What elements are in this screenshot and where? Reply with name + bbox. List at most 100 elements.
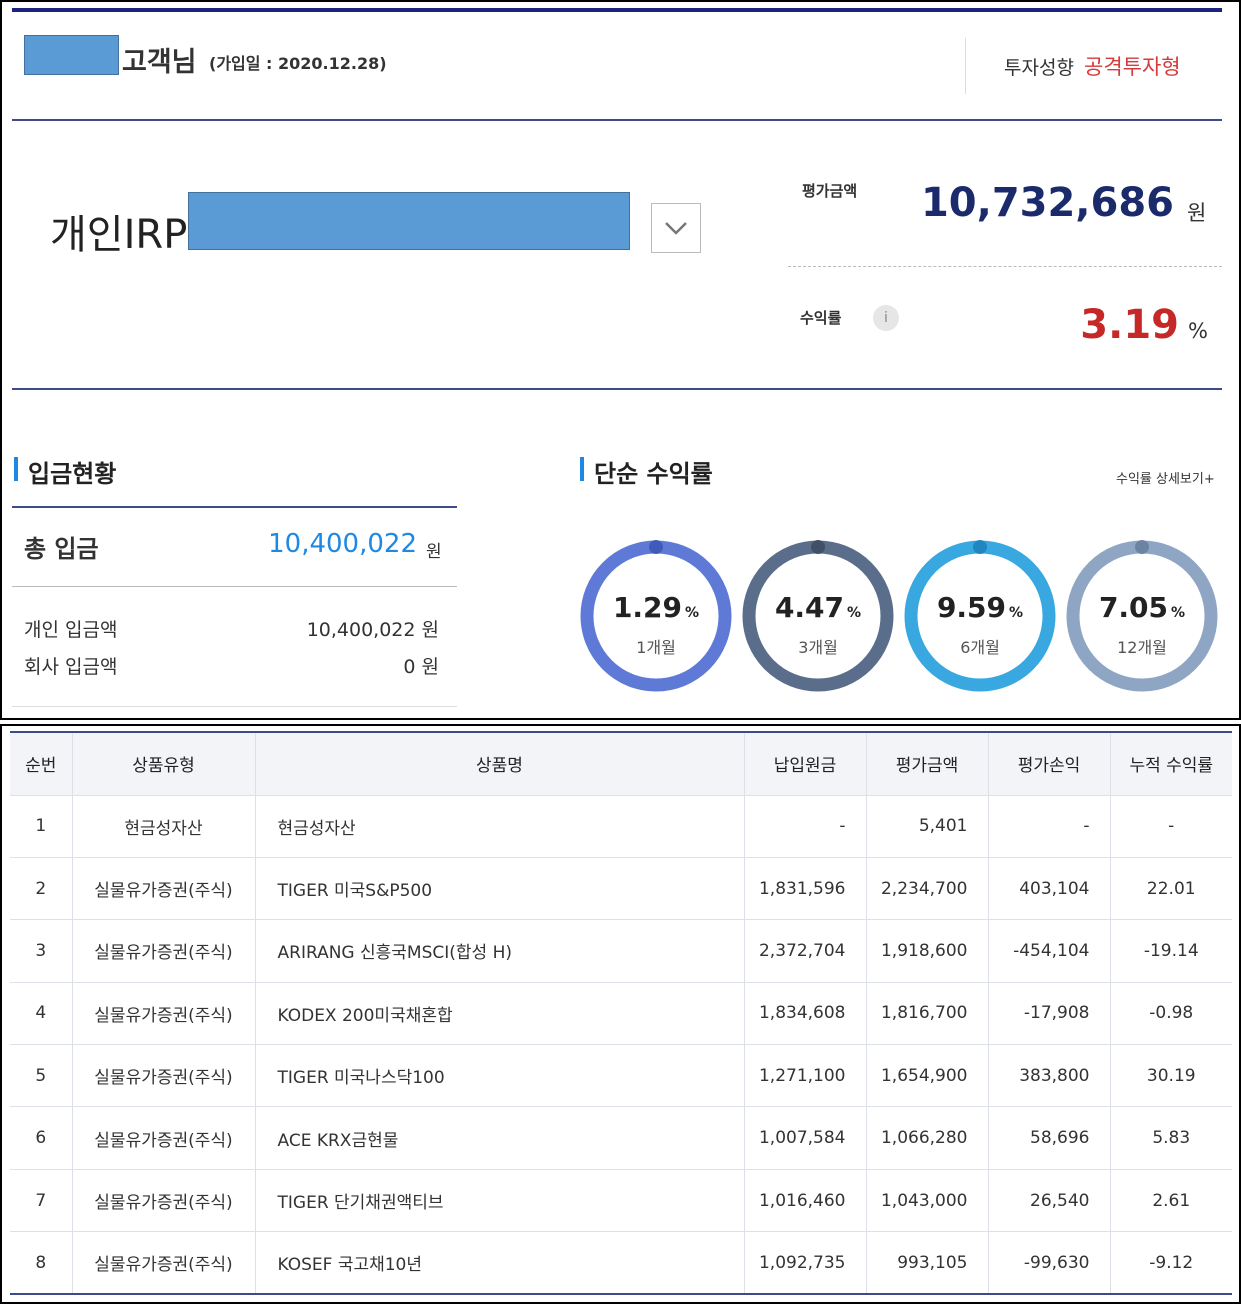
cell-pnl: -	[988, 795, 1111, 858]
cell-type: 실물유가증권(주식)	[72, 857, 256, 921]
ring-chart	[580, 540, 732, 692]
info-icon[interactable]: i	[873, 305, 899, 331]
cell-name: 현금성자산	[255, 795, 745, 858]
cell-type: 실물유가증권(주식)	[72, 1169, 256, 1233]
personal-deposit-label: 개인 입금액	[24, 619, 118, 641]
cell-name: TIGER 미국S&P500	[255, 857, 745, 921]
customer-name-redacted	[24, 35, 119, 75]
return-detail-link[interactable]: 수익률 상세보기+	[1116, 472, 1215, 487]
col-header-cum-return: 누적 수익률	[1110, 733, 1232, 796]
cell-cum-return: -19.14	[1110, 919, 1232, 983]
cell-no: 8	[10, 1231, 73, 1295]
cell-cum-return: -9.12	[1110, 1231, 1232, 1295]
header-divider	[965, 38, 966, 94]
table-header-row: 순번 상품유형 상품명 납입원금 평가금액 평가손익 누적 수익률	[10, 733, 1232, 796]
table-row: 4 실물유가증권(주식) KODEX 200미국채혼합 1,834,608 1,…	[10, 982, 1232, 1046]
section-divider-line	[12, 388, 1222, 390]
return-rate-value: 3.19	[1080, 302, 1179, 348]
cell-no: 7	[10, 1169, 73, 1233]
deposit-status-title: 입금현황	[14, 454, 116, 489]
table-row: 1 현금성자산 현금성자산 - 5,401 - -	[10, 795, 1232, 858]
eval-amount-label: 평가금액	[802, 182, 858, 200]
cell-principal: 1,016,460	[744, 1169, 867, 1233]
cell-name: KODEX 200미국채혼합	[255, 982, 745, 1046]
chevron-down-icon	[665, 222, 687, 235]
customer-suffix: 고객님	[122, 47, 197, 78]
cell-type: 실물유가증권(주식)	[72, 1106, 256, 1170]
ring-value-text: 7.05%	[1065, 591, 1219, 624]
cell-name: ACE KRX금현물	[255, 1106, 745, 1170]
top-accent-bar	[12, 8, 1222, 12]
cell-pnl: -17,908	[988, 982, 1111, 1046]
eval-amount-value: 10,732,686	[920, 180, 1174, 226]
cell-principal: -	[744, 795, 867, 858]
cell-pnl: 26,540	[988, 1169, 1111, 1233]
ring-value: 7.05	[1098, 591, 1169, 624]
return-ring-3m: 4.47% 3개월	[741, 539, 895, 693]
col-header-name: 상품명	[255, 733, 745, 796]
account-number-redacted	[188, 192, 630, 250]
cell-no: 6	[10, 1106, 73, 1170]
company-deposit-label: 회사 입금액	[24, 656, 118, 678]
cell-no: 4	[10, 982, 73, 1046]
ring-value-text: 1.29%	[579, 591, 733, 624]
ring-marker	[649, 540, 663, 554]
table-top-line	[10, 731, 1232, 733]
cell-type: 실물유가증권(주식)	[72, 919, 256, 983]
table-row: 7 실물유가증권(주식) TIGER 단기채권액티브 1,016,460 1,0…	[10, 1169, 1232, 1233]
cell-type: 현금성자산	[72, 795, 256, 858]
summary-divider	[788, 266, 1222, 267]
total-deposit-unit: 원	[426, 542, 442, 562]
cell-no: 5	[10, 1044, 73, 1108]
personal-deposit-value: 10,400,022 원	[306, 619, 439, 641]
return-ring-1m: 1.29% 1개월	[579, 539, 733, 693]
cell-pnl: -454,104	[988, 919, 1111, 983]
ring-unit: %	[1009, 605, 1024, 621]
ring-period: 12개월	[1117, 638, 1167, 657]
table-row: 5 실물유가증권(주식) TIGER 미국나스닥100 1,271,100 1,…	[10, 1044, 1232, 1108]
ring-period: 1개월	[636, 638, 676, 657]
holdings-panel: 순번 상품유형 상품명 납입원금 평가금액 평가손익 누적 수익률 1 현금성자…	[0, 724, 1241, 1304]
ring-chart	[1066, 540, 1218, 692]
return-rate-unit: %	[1188, 319, 1208, 343]
col-header-principal: 납입원금	[744, 733, 867, 796]
col-header-eval: 평가금액	[866, 733, 989, 796]
cell-name: KOSEF 국고채10년	[255, 1231, 745, 1295]
cell-principal: 1,831,596	[744, 857, 867, 921]
ring-marker	[811, 540, 825, 554]
cell-no: 1	[10, 795, 73, 858]
cell-name: ARIRANG 신흥국MSCI(합성 H)	[255, 919, 745, 983]
col-header-pnl: 평가손익	[988, 733, 1111, 796]
account-summary-panel: 고객님 (가입일 : 2020.12.28) 투자성향 공격투자형 개인IRP …	[0, 0, 1241, 720]
deposit-bottom-line	[12, 706, 457, 707]
return-ring-12m: 7.05% 12개월	[1065, 539, 1219, 693]
holdings-table: 순번 상품유형 상품명 납입원금 평가금액 평가손익 누적 수익률 1 현금성자…	[10, 733, 1232, 1295]
cell-eval: 1,918,600	[866, 919, 989, 983]
cell-eval: 2,234,700	[866, 857, 989, 921]
ring-value: 1.29	[612, 591, 683, 624]
cell-type: 실물유가증권(주식)	[72, 982, 256, 1046]
account-select-dropdown[interactable]	[651, 203, 701, 253]
cell-no: 2	[10, 857, 73, 921]
return-ring-6m: 9.59% 6개월	[903, 539, 1057, 693]
ring-value-text: 9.59%	[903, 591, 1057, 624]
deposit-top-line	[12, 506, 457, 508]
cell-type: 실물유가증권(주식)	[72, 1231, 256, 1295]
ring-unit: %	[847, 605, 862, 621]
join-date: (가입일 : 2020.12.28)	[209, 54, 387, 73]
table-bottom-line	[10, 1293, 1232, 1295]
account-type-title: 개인IRP	[50, 212, 188, 258]
ring-unit: %	[685, 605, 700, 621]
cell-eval: 1,654,900	[866, 1044, 989, 1108]
ring-period: 3개월	[798, 638, 838, 657]
cell-principal: 1,092,735	[744, 1231, 867, 1295]
ring-value: 9.59	[936, 591, 1007, 624]
company-deposit-value: 0 원	[403, 656, 439, 678]
header-divider-line	[12, 119, 1222, 121]
cell-cum-return: 22.01	[1110, 857, 1232, 921]
cell-cum-return: -	[1110, 795, 1232, 858]
cell-eval: 993,105	[866, 1231, 989, 1295]
cell-eval: 1,816,700	[866, 982, 989, 1046]
col-header-type: 상품유형	[72, 733, 256, 796]
cell-eval: 1,066,280	[866, 1106, 989, 1170]
